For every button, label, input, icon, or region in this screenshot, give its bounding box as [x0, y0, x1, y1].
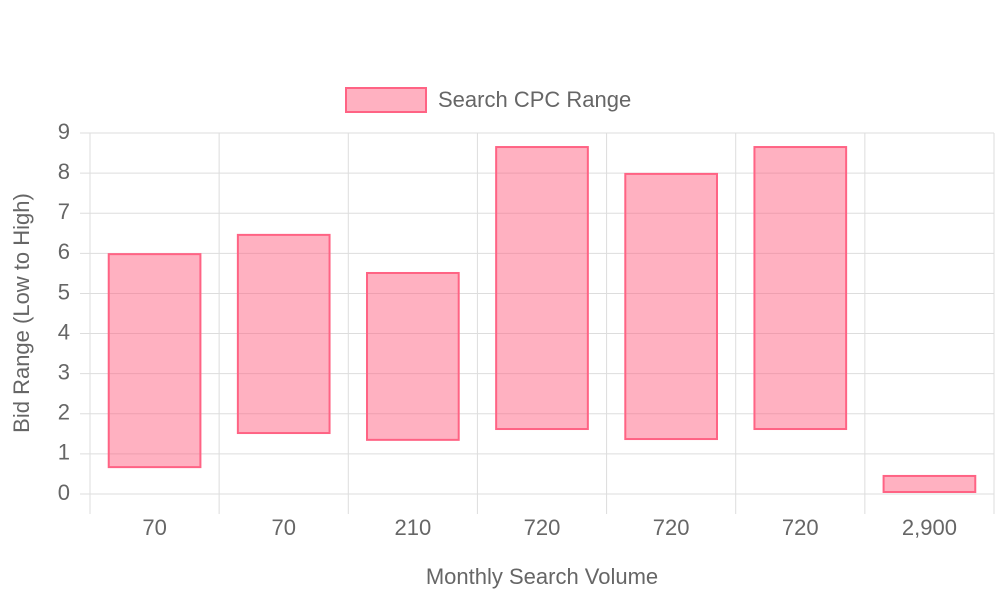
bar	[624, 172, 718, 441]
bar	[236, 233, 331, 435]
y-tick-label: 2	[58, 400, 70, 425]
x-tick-label: 210	[394, 515, 431, 540]
y-axis-title: Bid Range (Low to High)	[9, 193, 34, 433]
y-tick-label: 4	[58, 319, 70, 344]
bar	[495, 146, 589, 431]
y-tick-label: 3	[58, 359, 70, 384]
legend-swatch	[345, 87, 427, 113]
x-tick-label: 2,900	[902, 515, 957, 540]
y-tick-label: 7	[58, 199, 70, 224]
x-tick-label: 70	[271, 515, 295, 540]
bar	[753, 146, 848, 431]
bar	[366, 271, 460, 441]
x-axis-title: Monthly Search Volume	[426, 564, 658, 589]
legend-label: Search CPC Range	[438, 87, 631, 112]
y-tick-label: 5	[58, 279, 70, 304]
y-tick-label: 6	[58, 239, 70, 264]
x-tick-label: 720	[782, 515, 819, 540]
x-tick-label: 720	[653, 515, 690, 540]
y-tick-label: 9	[58, 119, 70, 144]
bar	[107, 253, 202, 469]
y-tick-label: 0	[58, 480, 70, 505]
x-tick-label: 720	[524, 515, 561, 540]
x-tick-label: 70	[142, 515, 166, 540]
y-tick-label: 8	[58, 159, 70, 184]
bar	[882, 474, 977, 493]
y-tick-label: 1	[58, 440, 70, 465]
